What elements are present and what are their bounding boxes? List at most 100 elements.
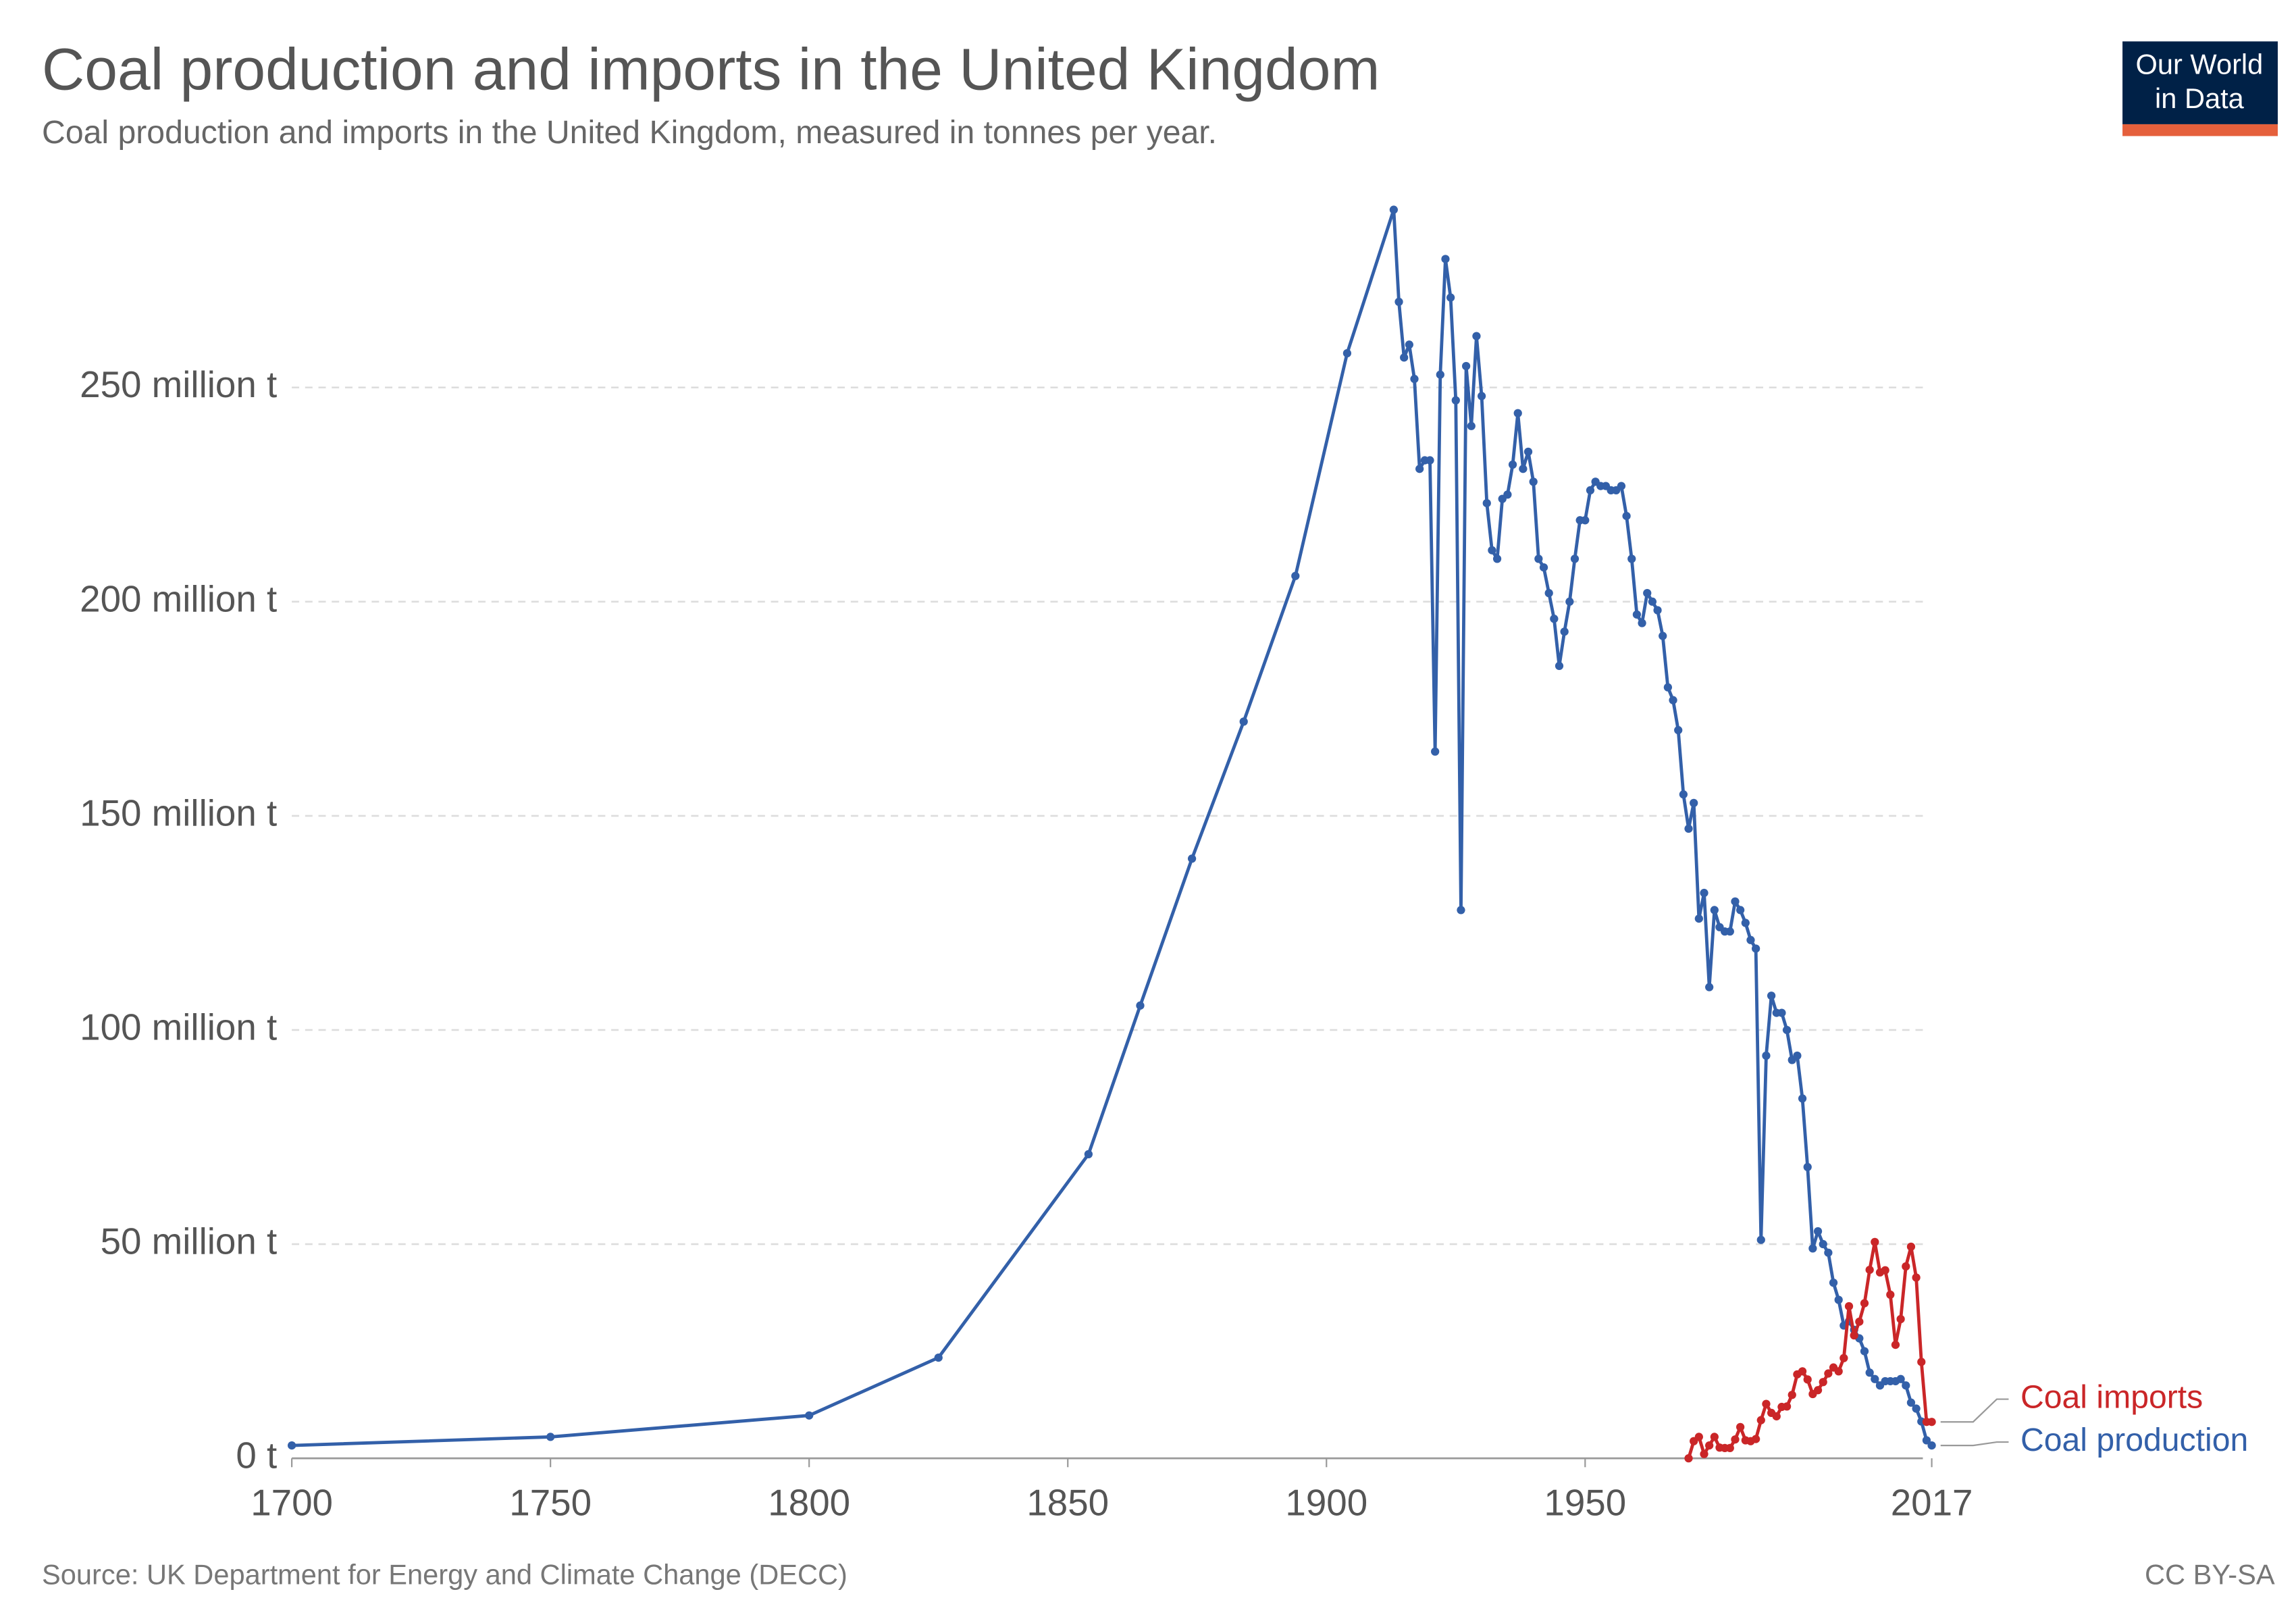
point bbox=[1477, 392, 1486, 401]
series-label: Coal production bbox=[2020, 1422, 2248, 1458]
point bbox=[1725, 927, 1734, 936]
point bbox=[1751, 1435, 1760, 1443]
license: CC BY-SA bbox=[2145, 1558, 2275, 1590]
point bbox=[1819, 1378, 1827, 1387]
point bbox=[1736, 906, 1745, 915]
point bbox=[1426, 456, 1434, 465]
logo-box bbox=[2122, 41, 2278, 124]
x-tick-label: 1700 bbox=[251, 1482, 333, 1524]
logo-text: Our World bbox=[2136, 49, 2264, 80]
point bbox=[1824, 1369, 1833, 1378]
point bbox=[1136, 1001, 1145, 1010]
point bbox=[1523, 447, 1533, 456]
point bbox=[1756, 1416, 1765, 1424]
point bbox=[1725, 1443, 1734, 1453]
point bbox=[1834, 1367, 1843, 1376]
point bbox=[1342, 349, 1352, 358]
point bbox=[1710, 1433, 1719, 1441]
point bbox=[1927, 1441, 1936, 1450]
point bbox=[1457, 906, 1465, 915]
point bbox=[1834, 1295, 1843, 1304]
point bbox=[1772, 1412, 1781, 1421]
point bbox=[1906, 1398, 1916, 1407]
y-tick-label: 100 million t bbox=[80, 1006, 277, 1048]
point bbox=[1488, 546, 1496, 555]
x-tick-label: 1750 bbox=[509, 1482, 592, 1524]
point bbox=[1855, 1317, 1864, 1326]
point bbox=[1389, 205, 1398, 214]
point bbox=[1674, 725, 1683, 735]
point bbox=[1663, 683, 1673, 692]
point bbox=[1694, 914, 1703, 923]
point bbox=[1659, 632, 1667, 640]
point bbox=[1736, 1422, 1745, 1431]
point bbox=[1684, 824, 1693, 833]
point bbox=[1410, 374, 1419, 384]
point bbox=[1767, 992, 1776, 1000]
point bbox=[1632, 610, 1642, 619]
point bbox=[287, 1441, 296, 1450]
point bbox=[1239, 717, 1248, 726]
point bbox=[1451, 396, 1460, 405]
point bbox=[1690, 798, 1698, 807]
point bbox=[1746, 935, 1755, 944]
point bbox=[1891, 1340, 1900, 1349]
point bbox=[1865, 1265, 1874, 1275]
point bbox=[1751, 944, 1760, 953]
chart-title: Coal production and imports in the Unite… bbox=[42, 36, 1380, 103]
point bbox=[1405, 340, 1413, 349]
point bbox=[1084, 1150, 1093, 1159]
point bbox=[1813, 1227, 1823, 1236]
point bbox=[1291, 571, 1300, 580]
point bbox=[1581, 516, 1590, 525]
point bbox=[1762, 1399, 1771, 1408]
point bbox=[1508, 460, 1517, 469]
point bbox=[1896, 1374, 1905, 1383]
point bbox=[1844, 1302, 1854, 1311]
point bbox=[1555, 661, 1564, 671]
point bbox=[1534, 555, 1543, 563]
point bbox=[1648, 597, 1657, 606]
point bbox=[1679, 790, 1688, 799]
point bbox=[1819, 1239, 1827, 1249]
point bbox=[1871, 1374, 1879, 1383]
logo: Our World in Data bbox=[2122, 41, 2278, 136]
point bbox=[934, 1353, 943, 1362]
x-tick-label: 1850 bbox=[1026, 1482, 1109, 1524]
line bbox=[1687, 1240, 1932, 1459]
point bbox=[1400, 353, 1409, 362]
point bbox=[1850, 1331, 1858, 1340]
point bbox=[1798, 1094, 1807, 1103]
point bbox=[1902, 1262, 1910, 1271]
point bbox=[1638, 619, 1646, 627]
point bbox=[1643, 588, 1652, 598]
point bbox=[1906, 1242, 1916, 1251]
logo-text: in Data bbox=[2155, 82, 2245, 114]
point bbox=[1803, 1375, 1812, 1384]
y-tick-label: 200 million t bbox=[80, 577, 277, 619]
point bbox=[1627, 555, 1636, 563]
point bbox=[1565, 597, 1574, 606]
point bbox=[1793, 1051, 1802, 1060]
point bbox=[1586, 486, 1595, 495]
point bbox=[1461, 361, 1471, 371]
point bbox=[1896, 1314, 1905, 1324]
point bbox=[1710, 906, 1719, 915]
point bbox=[1539, 563, 1548, 572]
point bbox=[1622, 511, 1631, 521]
point bbox=[1912, 1404, 1921, 1413]
point bbox=[1808, 1244, 1817, 1253]
point bbox=[1865, 1368, 1874, 1377]
point bbox=[1560, 627, 1569, 636]
point bbox=[1394, 297, 1403, 307]
y-tick-label: 250 million t bbox=[80, 363, 277, 405]
label-connector bbox=[1940, 1441, 2009, 1447]
point bbox=[1431, 747, 1440, 756]
point bbox=[1700, 888, 1708, 898]
point bbox=[1881, 1266, 1889, 1275]
y-tick-label: 0 t bbox=[236, 1435, 277, 1476]
point bbox=[1731, 1435, 1740, 1444]
point bbox=[1840, 1354, 1848, 1362]
point bbox=[546, 1433, 555, 1441]
